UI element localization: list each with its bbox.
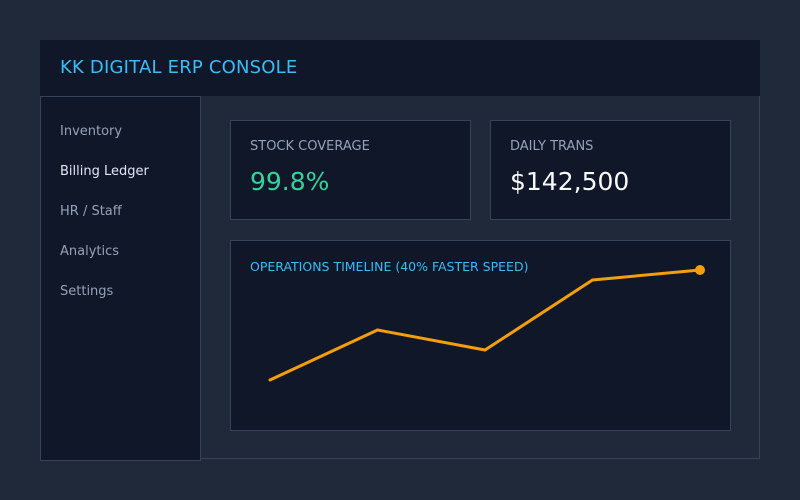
sidebar-item-billing-ledger[interactable]: Billing Ledger (60, 164, 149, 179)
data-point (591, 278, 594, 282)
app-title: KK DIGITAL ERP CONSOLE (60, 57, 298, 78)
top-bar: KK DIGITAL ERP CONSOLE (40, 40, 760, 96)
series-end-marker (695, 265, 705, 275)
data-point (376, 328, 379, 332)
data-point (483, 348, 487, 352)
sidebar-item-inventory[interactable]: Inventory (60, 124, 123, 139)
data-point (268, 378, 272, 382)
operations-timeline-chart: OPERATIONS TIMELINE (40% FASTER SPEED) (230, 240, 731, 431)
daily-trans-card: DAILY TRANS $142,500 (490, 120, 731, 220)
stock-coverage-label: STOCK COVERAGE (250, 139, 370, 154)
series-line (269, 268, 701, 382)
app-window: KK DIGITAL ERP CONSOLE Inventory Billing… (40, 40, 760, 461)
stock-coverage-value: 99.8% (250, 167, 330, 196)
daily-trans-label: DAILY TRANS (510, 139, 594, 154)
sidebar: Inventory Billing Ledger HR / Staff Anal… (40, 96, 201, 461)
sidebar-item-hr-staff[interactable]: HR / Staff (60, 204, 122, 219)
chart-title: OPERATIONS TIMELINE (40% FASTER SPEED) (250, 259, 529, 274)
stock-coverage-card: STOCK COVERAGE 99.8% (230, 120, 471, 220)
daily-trans-value: $142,500 (510, 167, 630, 196)
chart-plot (268, 265, 705, 382)
sidebar-item-analytics[interactable]: Analytics (60, 244, 120, 259)
sidebar-item-settings[interactable]: Settings (60, 284, 114, 299)
